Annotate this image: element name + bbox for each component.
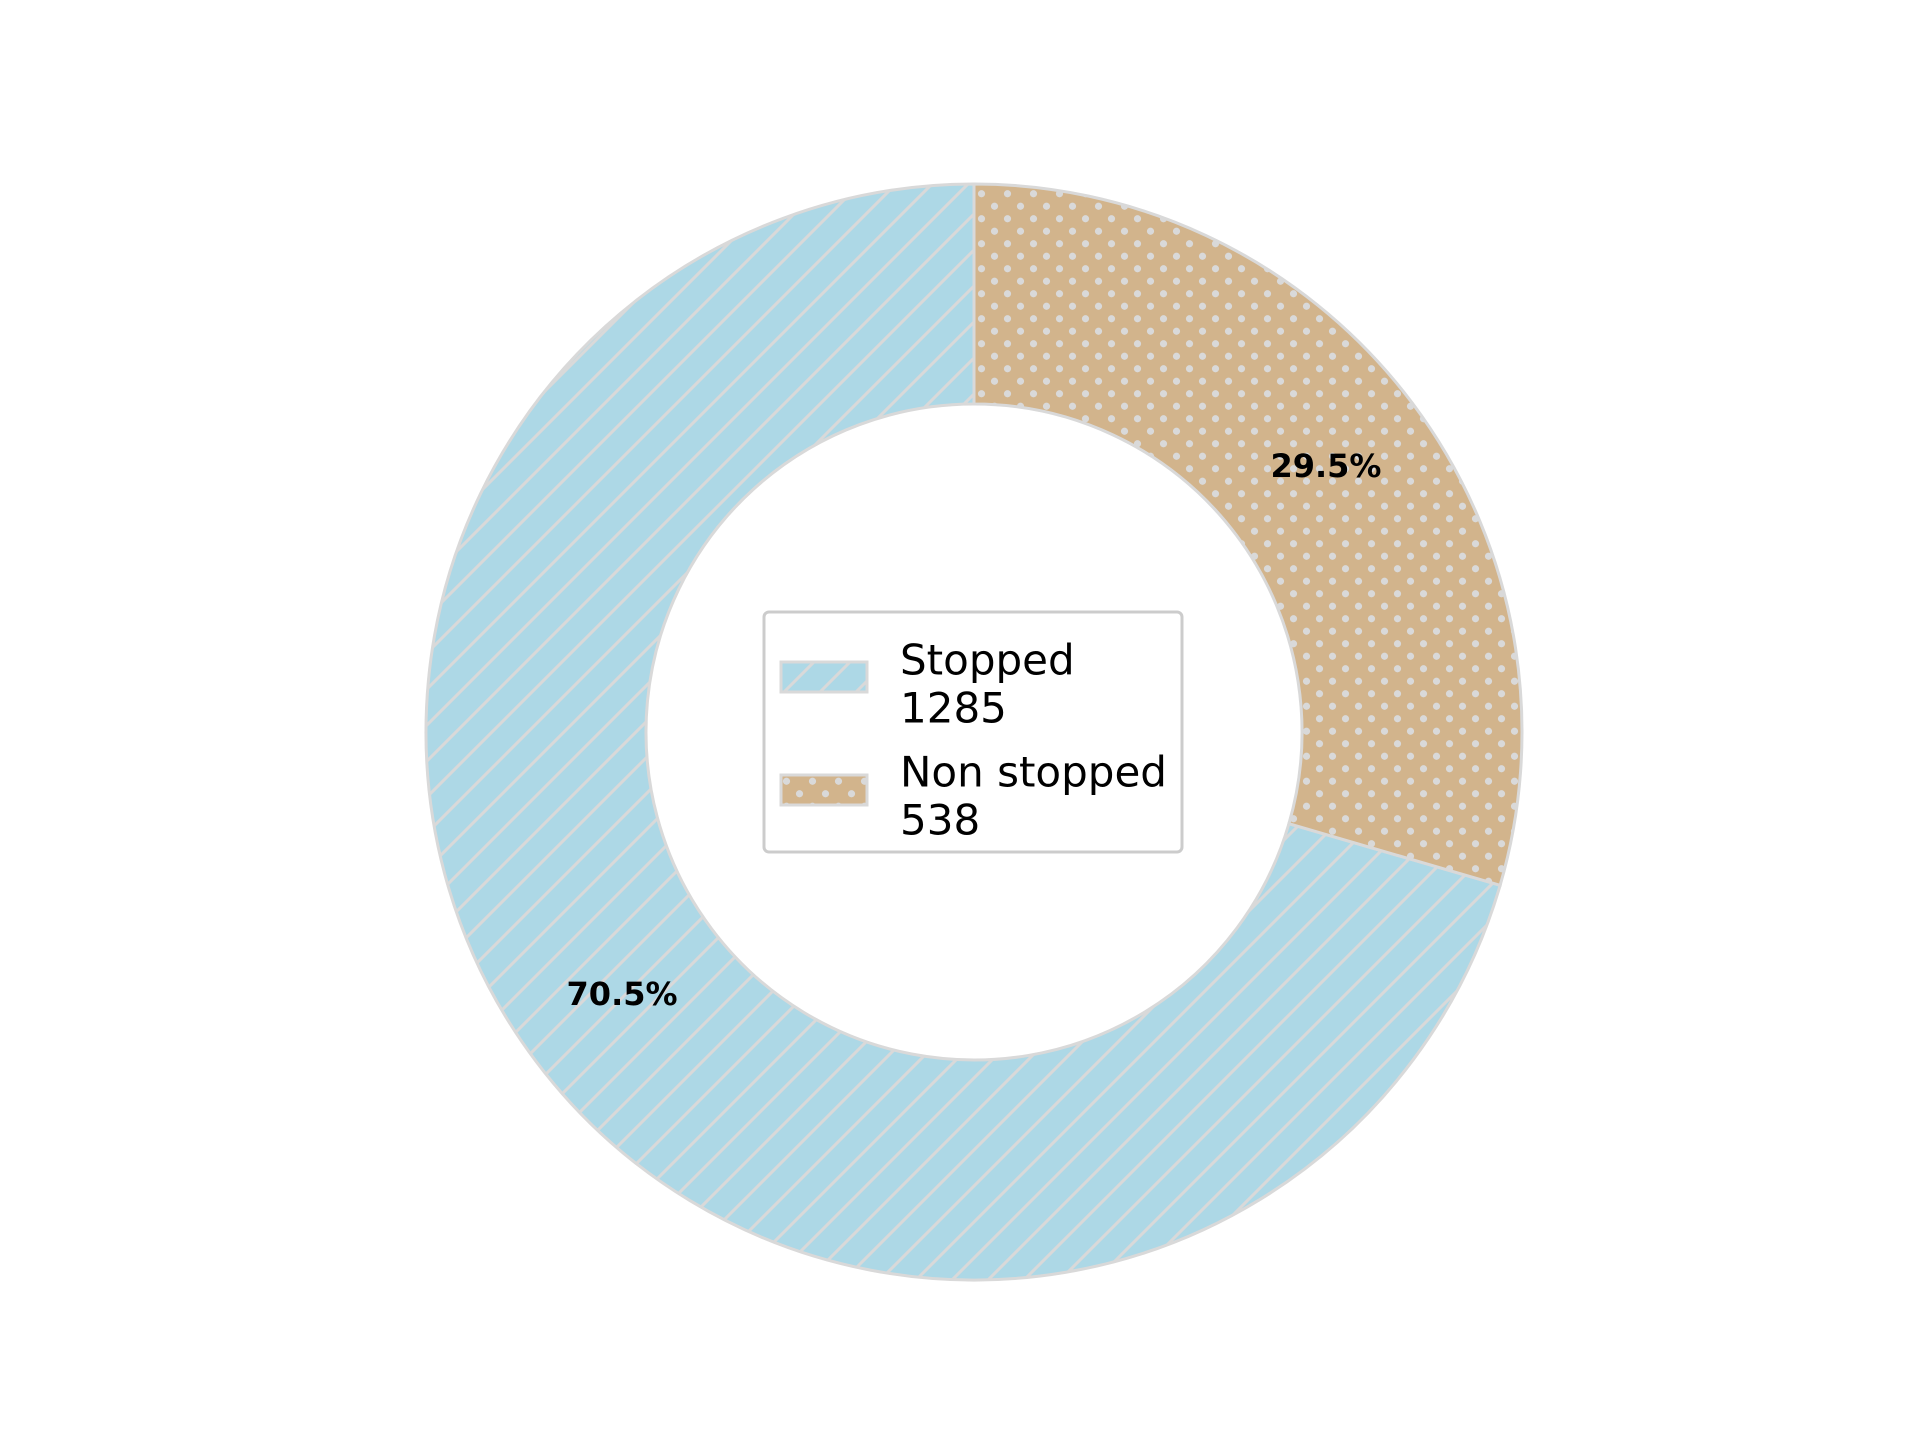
wedge-non-stopped	[972, 182, 1524, 888]
wedge-pct-label-non-stopped: 29.5%	[1270, 447, 1381, 485]
legend-count-non-stopped: 538	[900, 796, 980, 845]
wedge-pct-label-stopped: 70.5%	[567, 975, 678, 1013]
legend-count-stopped: 1285	[900, 684, 1007, 733]
legend-label-stopped: Stopped	[900, 636, 1075, 685]
legend-label-non-stopped: Non stopped	[900, 748, 1167, 797]
wedge-stopped	[424, 182, 1502, 1282]
donut-wedges	[424, 182, 1524, 1282]
legend: Stopped 1285 Non stopped 538	[762, 610, 1184, 854]
legend-swatch-stopped	[779, 660, 869, 694]
legend-swatch-non-stopped	[779, 773, 869, 807]
